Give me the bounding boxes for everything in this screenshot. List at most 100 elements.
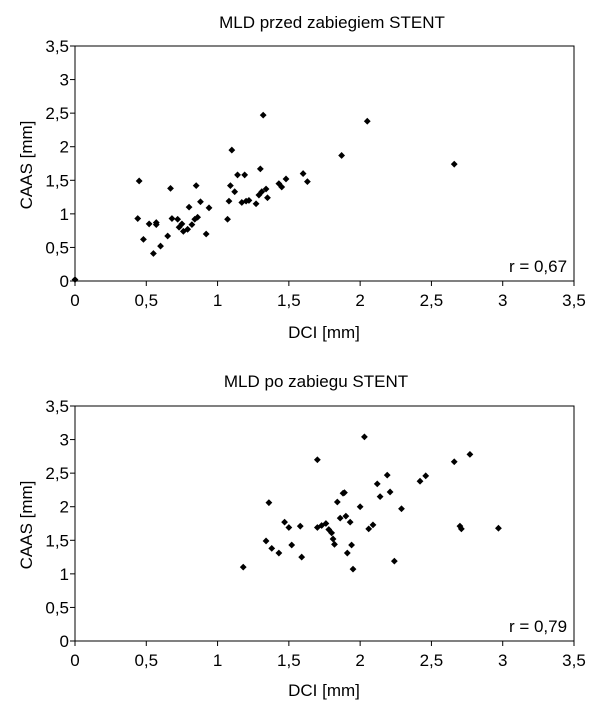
plot-area: 0 0,5 1 1,5 2 2,5 3 3,5 0 0,5 1 1,5 2 2,5 3 3,5 <box>45 397 585 670</box>
data-point <box>322 520 330 527</box>
y-tick-label: 2 <box>60 138 69 157</box>
data-point <box>349 565 357 573</box>
data-point <box>184 225 192 233</box>
data-point <box>495 524 502 532</box>
data-point <box>135 177 143 185</box>
data-point <box>303 178 311 186</box>
data-point <box>265 499 273 507</box>
plot-area: 0 0,5 1 1,5 2 2,5 3 3,5 0 0,5 1 1,5 2 2,5 3 3,5 <box>45 37 585 310</box>
data-point <box>234 171 241 179</box>
x-tick-label: 3,5 <box>562 651 586 670</box>
data-point <box>369 521 377 529</box>
data-point <box>164 232 172 240</box>
x-tick-label: 1 <box>213 651 222 670</box>
plot-frame <box>74 45 575 282</box>
data-point <box>174 215 182 223</box>
y-axis-label: CAAS [mm] <box>17 481 36 570</box>
x-tick-label: 2,5 <box>420 651 444 670</box>
x-tick-label: 0 <box>70 651 79 670</box>
data-point <box>245 197 253 204</box>
x-tick-label: 0 <box>70 291 79 310</box>
data-point <box>242 197 250 205</box>
data-point <box>416 477 424 485</box>
data-point <box>342 512 350 520</box>
x-tick-label: 0,5 <box>134 651 158 670</box>
annotation-r-value: r = 0,67 <box>509 257 567 276</box>
data-point <box>268 544 276 552</box>
data-point <box>262 185 270 193</box>
data-point <box>191 215 199 223</box>
x-tick-label: 3,5 <box>562 291 586 310</box>
x-tick-label: 1,5 <box>277 651 301 670</box>
y-tick-label: 2 <box>60 498 69 517</box>
data-point <box>227 182 234 190</box>
y-tick-label: 0,5 <box>45 598 69 617</box>
y-tick-label: 0 <box>60 272 69 291</box>
data-point <box>338 152 346 159</box>
data-point <box>298 553 306 561</box>
data-point <box>175 223 183 231</box>
y-tick-label: 0,5 <box>45 238 69 257</box>
data-point <box>275 549 283 557</box>
x-axis-label: DCI [mm] <box>288 323 360 342</box>
x-tick-label: 0,5 <box>134 291 158 310</box>
data-point <box>356 503 364 511</box>
y-tick-label: 1,5 <box>45 531 69 550</box>
data-point <box>225 197 233 205</box>
x-tick-label: 3 <box>498 651 507 670</box>
data-point <box>450 160 458 168</box>
data-point <box>376 493 384 501</box>
data-point <box>145 220 153 228</box>
data-point <box>179 227 187 235</box>
y-tick-label: 3 <box>60 71 69 90</box>
scatter-chart-after-stent: MLD po zabiegu STENT 0 0,5 1 1,5 2 2,5 3 3,5 0 0,… <box>17 372 586 700</box>
data-point <box>152 219 160 226</box>
data-point <box>194 213 202 221</box>
data-point <box>329 535 337 543</box>
data-point <box>346 518 354 526</box>
data-point <box>313 456 321 464</box>
data-point <box>262 537 270 545</box>
data-point <box>466 450 474 458</box>
data-point <box>341 489 348 497</box>
annotation-r-value: r = 0,79 <box>509 617 567 636</box>
data-point <box>259 111 267 119</box>
x-tick-label: 1,5 <box>277 291 301 310</box>
data-point <box>285 524 293 531</box>
data-point <box>202 230 210 238</box>
chart-title: MLD po zabiegu STENT <box>224 372 408 391</box>
scatter-chart-before-stent: MLD przed zabiegiem STENT 0 0,5 1 1,5 2 2,5 3 3… <box>17 13 586 342</box>
x-tick-label: 2 <box>355 291 364 310</box>
data-point <box>228 146 236 154</box>
data-point <box>256 165 264 173</box>
data-point <box>296 522 304 530</box>
y-tick-label: 3,5 <box>45 37 69 56</box>
data-point <box>178 220 186 228</box>
data-point <box>192 182 200 190</box>
y-tick-label: 2,5 <box>45 104 69 123</box>
y-tick-label: 1 <box>60 565 69 584</box>
data-point <box>252 200 260 208</box>
data-point <box>318 522 326 529</box>
data-point <box>457 525 465 533</box>
data-point <box>348 541 355 549</box>
y-tick-label: 3,5 <box>45 397 69 416</box>
data-point <box>241 171 249 179</box>
x-tick-label: 3 <box>498 291 507 310</box>
data-point <box>150 250 157 257</box>
data-point <box>231 188 239 196</box>
data-point <box>239 563 247 571</box>
data-point <box>299 170 307 177</box>
data-point <box>224 215 231 223</box>
data-point <box>281 518 288 526</box>
data-point <box>167 184 174 192</box>
data-point <box>288 541 296 549</box>
data-point <box>185 203 193 211</box>
data-point <box>373 480 381 488</box>
data-point <box>264 194 271 202</box>
y-axis-label: CAAS [mm] <box>17 121 36 210</box>
data-point <box>343 549 351 557</box>
data-point <box>365 525 373 533</box>
data-point <box>140 235 147 243</box>
x-axis-label: DCI [mm] <box>288 681 360 700</box>
